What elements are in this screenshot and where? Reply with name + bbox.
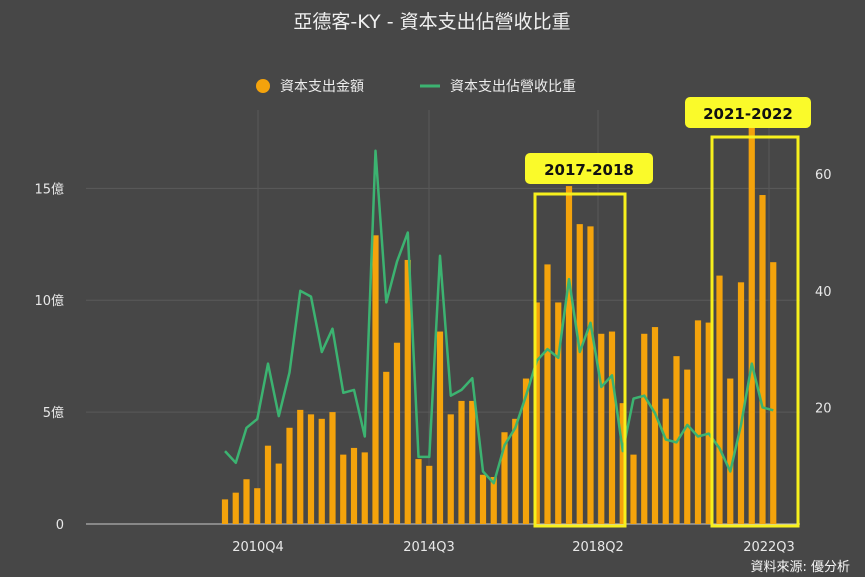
bar	[350, 447, 358, 524]
bar	[329, 412, 336, 524]
bar	[490, 477, 497, 524]
bar	[372, 235, 379, 525]
annotation-label-2021-2022: 2021-2022	[703, 105, 793, 123]
highlight-box-2017-2018	[533, 192, 627, 528]
annotation-label-2017-2018: 2017-2018	[544, 161, 634, 179]
x-tick-label: 2010Q4	[232, 540, 284, 555]
bar	[619, 403, 626, 524]
bar	[694, 320, 702, 524]
bar	[608, 331, 616, 524]
legend-bar-marker	[256, 79, 270, 93]
bar	[759, 195, 766, 524]
bar	[458, 400, 465, 524]
y-right-tick-label: 20	[815, 401, 832, 416]
bar	[770, 262, 777, 524]
bar	[264, 445, 272, 524]
annotation-label-box-2017-2018	[525, 153, 653, 184]
y-left-tick-label: 15億	[34, 181, 64, 197]
highlight-2021-2022: 2021-2022	[685, 97, 811, 528]
bar	[565, 186, 573, 524]
annotation-label-box-2021-2022	[685, 97, 811, 128]
bar	[598, 333, 605, 524]
highlight-box-2021-2022	[710, 135, 800, 528]
x-tick-label: 2018Q2	[572, 540, 624, 555]
y-axis-right: 20 40 60	[815, 168, 832, 416]
bar	[232, 492, 239, 524]
bar	[415, 459, 422, 524]
y-left-tick-label: 5億	[43, 405, 64, 421]
bar	[501, 432, 508, 524]
x-tick-label: 2022Q3	[743, 540, 795, 555]
bar	[727, 378, 734, 524]
bar	[662, 398, 669, 524]
bar	[318, 418, 325, 524]
bar	[286, 427, 293, 524]
highlight-2017-2018: 2017-2018	[525, 153, 653, 528]
bar	[404, 259, 411, 524]
bar	[436, 331, 444, 524]
bar	[469, 400, 476, 524]
y-left-tick-label: 0	[56, 518, 64, 533]
bar	[705, 322, 712, 524]
bar	[576, 224, 583, 524]
line-path	[224, 149, 774, 485]
bar	[447, 414, 454, 524]
bar	[340, 454, 347, 524]
bar	[555, 302, 562, 524]
x-tick-label: 2014Q3	[403, 540, 455, 555]
bar	[630, 454, 637, 524]
bar	[651, 327, 659, 524]
bar	[737, 282, 745, 524]
bar	[361, 452, 368, 524]
y-right-tick-label: 40	[815, 285, 832, 300]
bar	[587, 226, 594, 525]
x-axis: 2010Q4 2014Q3 2018Q2 2022Q3	[232, 540, 795, 555]
legend-line-label: 資本支出佔營收比重	[450, 79, 576, 95]
legend: 資本支出金額 資本支出佔營收比重	[256, 79, 576, 95]
bar	[426, 465, 433, 524]
bar	[275, 463, 282, 524]
bar	[383, 371, 390, 524]
bar	[684, 369, 691, 524]
bar	[393, 342, 401, 524]
bar	[716, 275, 723, 524]
legend-bar-label: 資本支出金額	[280, 79, 364, 95]
bar	[307, 414, 315, 524]
chart-title: 亞德客-KY - 資本支出佔營收比重	[293, 11, 570, 33]
y-left-tick-label: 10億	[34, 293, 64, 309]
bar	[479, 474, 487, 524]
bar	[221, 499, 229, 524]
bar	[641, 333, 648, 524]
bar	[748, 125, 755, 525]
source-note: 資料來源: 優分析	[750, 560, 850, 575]
bar	[522, 378, 530, 524]
bar	[544, 264, 551, 524]
bar	[243, 479, 250, 524]
bar	[533, 302, 540, 524]
bar	[512, 418, 519, 524]
bar	[297, 409, 304, 524]
y-axis-left: 0 5億 10億 15億	[34, 181, 64, 533]
bar-series	[221, 125, 777, 525]
line-series	[224, 149, 774, 485]
bar	[254, 488, 261, 524]
y-right-tick-label: 60	[815, 168, 832, 183]
